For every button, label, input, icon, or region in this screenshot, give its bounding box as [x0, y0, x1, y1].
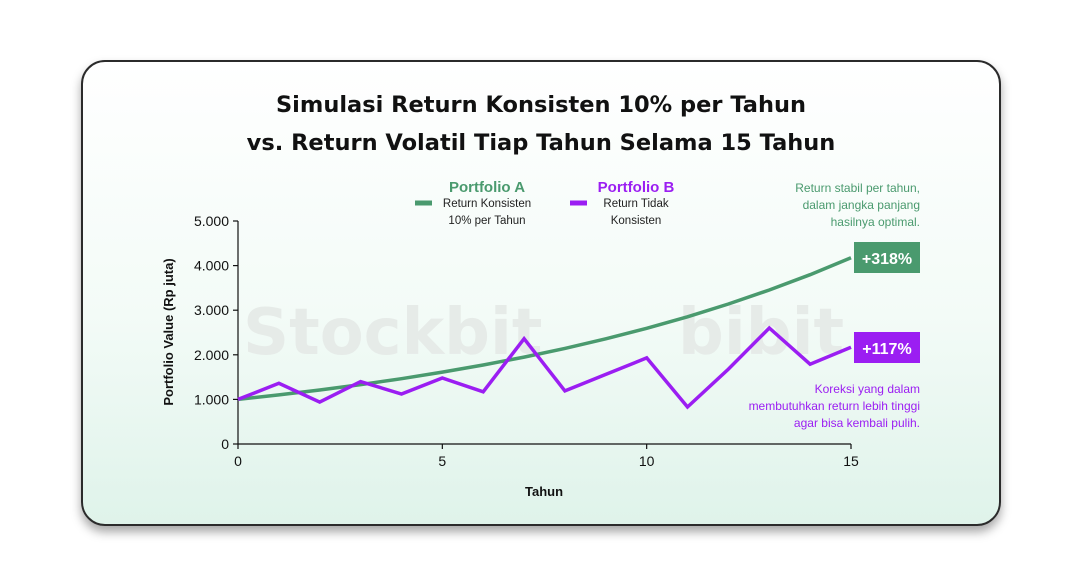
- y-tick-label: 3.000: [194, 302, 229, 318]
- legend-b-name: Portfolio B: [598, 179, 675, 196]
- legend-a-desc-line2: 10% per Tahun: [448, 215, 525, 227]
- x-tick-label: 15: [843, 453, 859, 469]
- legend-b-desc-line2: Konsisten: [611, 215, 662, 227]
- legend-b-desc-line1: Return Tidak: [603, 198, 668, 210]
- y-tick-label: 5.000: [194, 213, 229, 229]
- annotation-a-line3: hasilnya optimal.: [831, 215, 920, 229]
- chart-title-line1: Simulasi Return Konsisten 10% per Tahun: [275, 92, 807, 118]
- line-chart: Stockbit bibit Portfolio A Return Konsis…: [161, 179, 920, 499]
- annotation-b-note: Koreksi yang dalam membutuhkan return le…: [749, 382, 920, 430]
- series-line-portfolio-b: [237, 325, 852, 410]
- badge-a-text: +318%: [862, 251, 912, 268]
- annotation-b-line1: Koreksi yang dalam: [815, 382, 920, 396]
- x-tick-label: 5: [438, 453, 446, 469]
- y-tick-label: 4.000: [194, 258, 229, 274]
- watermark-stockbit: Stockbit: [243, 296, 543, 370]
- legend-a-desc-line1: Return Konsisten: [443, 198, 531, 210]
- y-tick-label: 2.000: [194, 347, 229, 363]
- annotation-b-line2: membutuhkan return lebih tinggi: [749, 399, 920, 413]
- annotation-a-note: Return stabil per tahun, dalam jangka pa…: [795, 181, 920, 229]
- series-line-portfolio-a: [237, 256, 852, 402]
- badge-b: [854, 332, 920, 363]
- chart-title-line2: vs. Return Volatil Tiap Tahun Selama 15 …: [246, 130, 836, 156]
- annotation-a-line1: Return stabil per tahun,: [795, 181, 920, 195]
- y-axis-label: Portfolio Value (Rp juta): [161, 258, 176, 405]
- x-tick-label: 10: [639, 453, 655, 469]
- annotation-a-line2: dalam jangka panjang: [803, 198, 920, 212]
- y-tick-label: 0: [221, 436, 229, 452]
- badge-b-text: +117%: [862, 341, 911, 358]
- legend-a-name: Portfolio A: [449, 179, 525, 196]
- x-axis-label: Tahun: [525, 484, 563, 499]
- y-tick-label: 1.000: [194, 391, 229, 407]
- x-tick-label: 0: [234, 453, 242, 469]
- badge-a: [854, 242, 920, 273]
- annotation-b-line3: agar bisa kembali pulih.: [794, 416, 920, 430]
- watermark-bibit: bibit: [678, 296, 844, 370]
- chart-card: Simulasi Return Konsisten 10% per Tahun …: [81, 60, 1001, 526]
